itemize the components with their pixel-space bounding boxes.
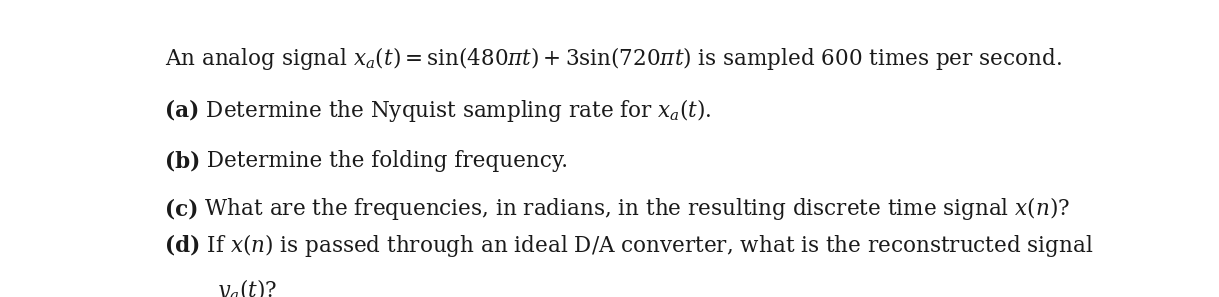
Text: (a): (a) [165, 100, 199, 122]
Text: What are the frequencies, in radians, in the resulting discrete time signal $x(n: What are the frequencies, in radians, in… [197, 195, 1070, 222]
Text: (b): (b) [165, 150, 200, 172]
Text: An analog signal $x_a(t) = \sin(480\pi t) + 3\sin(720\pi t)$ is sampled 600 time: An analog signal $x_a(t) = \sin(480\pi t… [165, 45, 1062, 72]
Text: If $x(n)$ is passed through an ideal D/A converter, what is the reconstructed si: If $x(n)$ is passed through an ideal D/A… [200, 232, 1093, 259]
Text: (d): (d) [165, 235, 200, 257]
Text: (c): (c) [165, 198, 197, 220]
Text: $y_a(t)$?: $y_a(t)$? [217, 277, 277, 297]
Text: Determine the folding frequency.: Determine the folding frequency. [200, 150, 568, 172]
Text: Determine the Nyquist sampling rate for $x_a(t)$.: Determine the Nyquist sampling rate for … [199, 97, 712, 124]
